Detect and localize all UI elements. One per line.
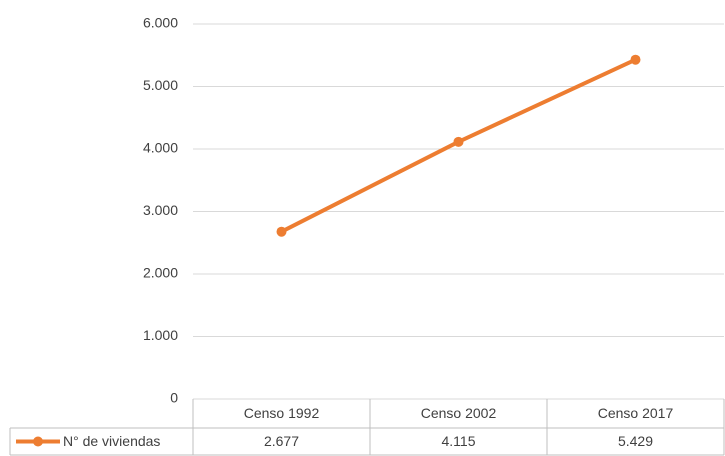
point: [276, 226, 287, 237]
point: [453, 136, 464, 147]
x-tick-label: Censo 2017: [598, 405, 674, 421]
x-tick-label: Censo 2002: [421, 405, 497, 421]
data-label: 4.115: [442, 433, 476, 449]
data-label: 2.677: [264, 433, 299, 449]
y-tick-label: 5.000: [143, 77, 178, 93]
y-tick-label: 2.000: [143, 265, 178, 281]
y-tick-label: 6.000: [143, 15, 178, 31]
point: [630, 54, 641, 65]
y-tick-label: 0: [170, 390, 178, 406]
y-tick-label: 4.000: [143, 140, 178, 156]
y-tick-label: 3.000: [143, 202, 178, 218]
legend-label: N° de viviendas: [63, 433, 160, 449]
legend-marker: [33, 436, 43, 447]
data-label: 5.429: [618, 433, 653, 449]
y-tick-label: 1.000: [143, 327, 178, 343]
x-tick-label: Censo 1992: [244, 405, 320, 421]
